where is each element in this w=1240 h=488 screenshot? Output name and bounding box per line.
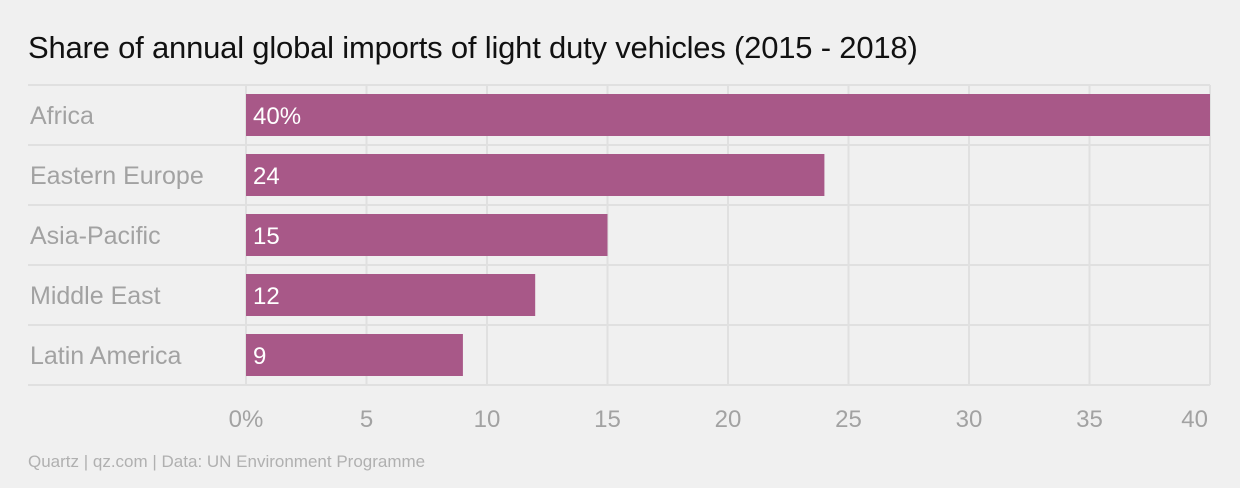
x-tick-label: 15 — [594, 406, 621, 433]
category-label: Latin America — [30, 342, 182, 370]
data-label: 15 — [253, 223, 280, 250]
x-tick-label: 40 — [1181, 406, 1208, 433]
data-label: 12 — [253, 283, 280, 310]
x-tick-label: 0% — [229, 406, 264, 433]
x-tick-label: 20 — [715, 406, 742, 433]
source-note: Quartz | qz.com | Data: UN Environment P… — [28, 452, 426, 471]
bar-layer — [246, 94, 1210, 376]
bar — [246, 274, 536, 316]
data-label: 40% — [253, 103, 301, 130]
bar — [246, 214, 608, 256]
x-tick-label: 10 — [474, 406, 501, 433]
data-label: 24 — [253, 163, 280, 190]
category-label: Middle East — [30, 282, 161, 310]
data-label: 9 — [253, 343, 266, 370]
label-layer: Africa 40% Eastern Europe 24 Asia-Pacific 15 M… — [30, 102, 1208, 433]
x-tick-label: 25 — [835, 406, 862, 433]
x-tick-label: 30 — [956, 406, 983, 433]
bar — [246, 154, 825, 196]
x-tick-label: 5 — [360, 406, 373, 433]
bar — [246, 334, 463, 376]
chart-title: Share of annual global imports of light … — [28, 30, 918, 65]
bar — [246, 94, 1210, 136]
category-label: Africa — [30, 102, 94, 130]
x-tick-label: 35 — [1076, 406, 1103, 433]
category-label: Eastern Europe — [30, 162, 204, 190]
category-label: Asia-Pacific — [30, 222, 161, 250]
